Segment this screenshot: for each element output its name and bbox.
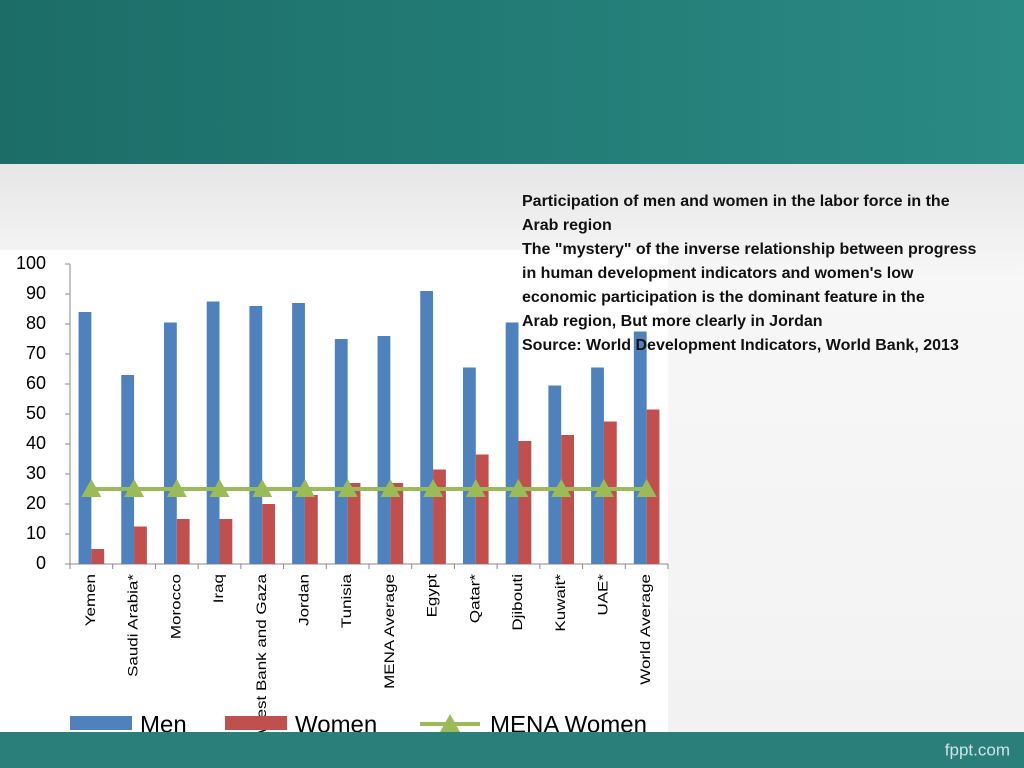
bar xyxy=(518,441,532,564)
chart: 0 10 20 30 40 50 60 70 80 90 100 Yemen Saudi Arabia*… xyxy=(16,253,669,738)
marker xyxy=(465,479,486,497)
x-tick-label: Jordan xyxy=(297,574,312,626)
note-line: Arab region xyxy=(522,217,612,234)
x-tick-label: Iraq xyxy=(212,574,227,603)
bar xyxy=(304,495,318,564)
x-tick-label: UAE* xyxy=(596,574,611,616)
marker xyxy=(81,479,102,497)
bar xyxy=(633,331,647,564)
marker xyxy=(166,479,187,497)
bar xyxy=(475,454,489,564)
note-line: The "mystery" of the inverse relationshi… xyxy=(522,241,977,258)
bar xyxy=(548,385,562,564)
y-tick-label: 40 xyxy=(26,433,46,453)
bar xyxy=(219,519,233,564)
marker xyxy=(551,479,572,497)
marker xyxy=(252,479,273,497)
bar xyxy=(591,367,604,564)
bar xyxy=(334,339,348,564)
legend-swatch xyxy=(440,714,460,732)
y-tick-label: 50 xyxy=(26,403,46,423)
text-block: Participation of men and women in the la… xyxy=(522,193,977,354)
y-tick-label: 90 xyxy=(26,283,46,303)
note-line: economic participation is the dominant f… xyxy=(522,289,925,306)
marker xyxy=(636,479,657,497)
x-tick-label: West Bank and Gaza xyxy=(254,574,269,735)
bar xyxy=(646,409,660,564)
x-tick-label: Qatar* xyxy=(468,574,483,623)
x-tick-label: Djibouti xyxy=(511,574,526,631)
bar xyxy=(91,549,105,564)
bar xyxy=(390,483,404,564)
marker xyxy=(337,479,358,497)
legend-swatch xyxy=(70,716,132,730)
note-line: Participation of men and women in the la… xyxy=(522,193,950,210)
y-tick-label: 10 xyxy=(26,523,46,543)
bar xyxy=(505,322,519,564)
y-tick-label: 30 xyxy=(26,463,46,483)
x-tick-label: Kuwait* xyxy=(553,574,568,632)
x-tick-label: Egypt xyxy=(425,573,440,617)
bar xyxy=(121,375,135,564)
marker xyxy=(209,479,230,497)
bar xyxy=(462,367,476,564)
x-tick-label: Saudi Arabia* xyxy=(126,574,141,677)
note-line: Arab region, But more clearly in Jordan xyxy=(522,313,823,330)
bar xyxy=(249,306,263,564)
y-tick-label: 100 xyxy=(16,253,46,273)
x-tick-label: World Average xyxy=(639,574,654,685)
y-tick-label: 70 xyxy=(26,343,46,363)
x-tick-label: Tunisia xyxy=(340,574,355,629)
bar xyxy=(78,312,92,564)
bar xyxy=(420,291,434,564)
bar xyxy=(206,301,220,564)
footer-band xyxy=(0,732,1024,768)
x-tick-label: MENA Average xyxy=(382,574,397,689)
marker xyxy=(294,479,315,497)
y-tick-label: 0 xyxy=(36,553,46,573)
bar xyxy=(347,483,361,564)
marker xyxy=(508,479,529,497)
note-line: Source: World Development Indicators, Wo… xyxy=(522,337,959,354)
bar xyxy=(163,322,177,564)
bar xyxy=(134,526,147,564)
footer-text: fppt.com xyxy=(945,740,1010,759)
x-tick-label: Yemen xyxy=(83,574,98,626)
bar xyxy=(176,519,190,564)
bar xyxy=(377,336,391,564)
bar xyxy=(561,435,575,564)
y-tick-label: 80 xyxy=(26,313,46,333)
y-tick-label: 20 xyxy=(26,493,46,513)
note-line: in human development indicators and wome… xyxy=(522,265,914,282)
marker xyxy=(124,479,145,497)
header-band xyxy=(0,0,1024,164)
marker xyxy=(380,479,401,497)
marker xyxy=(593,479,614,497)
bar xyxy=(292,303,305,564)
y-tick-label: 60 xyxy=(26,373,46,393)
marker xyxy=(423,479,444,497)
x-tick-label: Morocco xyxy=(169,574,184,639)
legend-swatch xyxy=(225,716,287,730)
bar xyxy=(262,504,276,564)
